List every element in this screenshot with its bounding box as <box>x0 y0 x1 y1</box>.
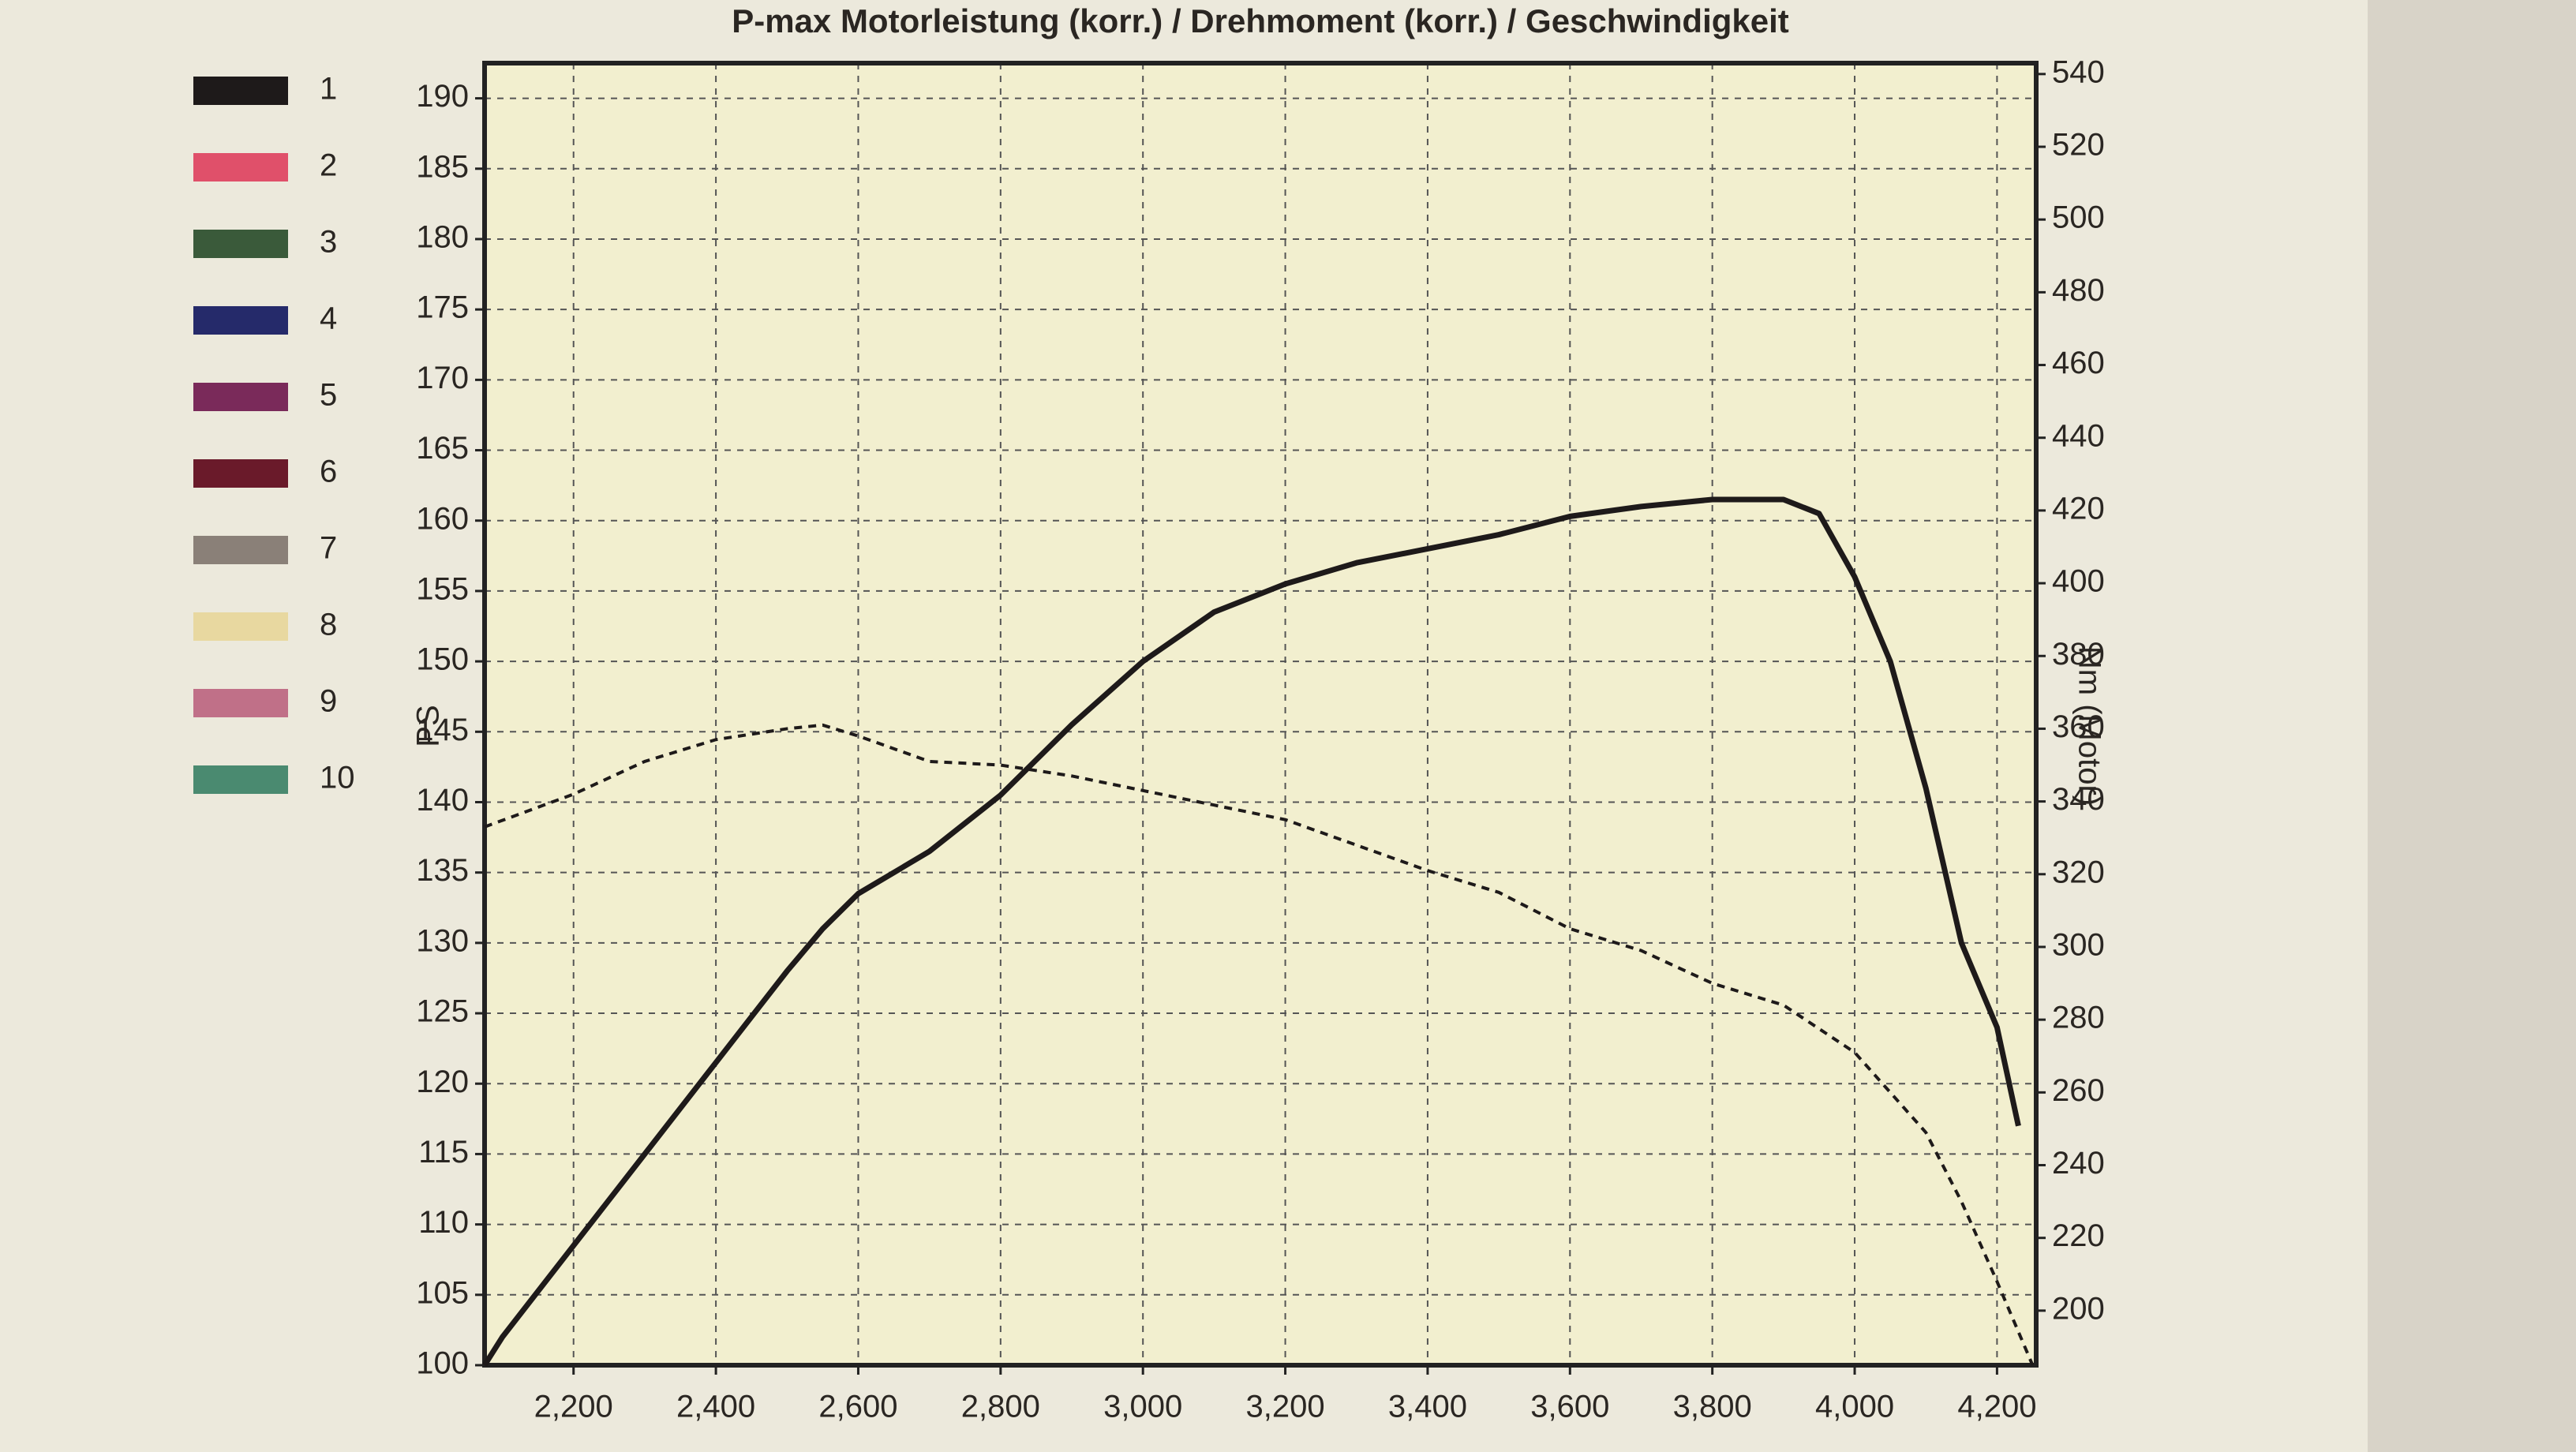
x-tick-label: 3,000 <box>1103 1390 1182 1424</box>
y-tick-label: 110 <box>418 1205 469 1240</box>
y2-tick-label: 240 <box>2052 1146 2105 1181</box>
legend-label: 4 <box>320 301 337 336</box>
x-tick-label: 2,200 <box>534 1390 613 1424</box>
y2-tick-label: 520 <box>2052 128 2105 163</box>
series-line <box>484 723 2035 1366</box>
y2-tick-label: 400 <box>2052 564 2105 599</box>
y-axis-label: PS <box>411 705 446 747</box>
y2-tick-label: 500 <box>2052 200 2105 235</box>
plot-area <box>485 63 2036 1365</box>
legend-swatch <box>193 536 288 564</box>
legend-label: 7 <box>320 531 337 566</box>
y-tick-label: 125 <box>416 994 469 1029</box>
y2-axis-label: Nm (Motor) <box>2072 646 2106 806</box>
legend-swatch <box>193 689 288 717</box>
legend-label: 3 <box>320 225 337 260</box>
y2-tick-label: 260 <box>2052 1073 2105 1108</box>
x-tick-label: 4,000 <box>1815 1390 1894 1424</box>
y-tick-label: 120 <box>416 1065 469 1099</box>
legend-swatch <box>193 230 288 258</box>
x-tick-label: 3,800 <box>1673 1390 1752 1424</box>
y2-tick-label: 420 <box>2052 491 2105 526</box>
x-tick-label: 2,800 <box>961 1390 1040 1424</box>
y-tick-label: 160 <box>416 501 469 536</box>
plot-frame <box>482 61 2039 1368</box>
x-tick-label: 3,400 <box>1388 1390 1467 1424</box>
legend-swatch <box>193 153 288 182</box>
y-tick-label: 175 <box>416 290 469 325</box>
y2-tick-label: 200 <box>2052 1291 2105 1326</box>
y-tick-label: 135 <box>416 853 469 888</box>
legend-swatch <box>193 77 288 105</box>
y2-tick-label: 480 <box>2052 273 2105 308</box>
y-tick-label: 155 <box>416 571 469 606</box>
legend-label: 8 <box>320 608 337 642</box>
legend-label: 9 <box>320 684 337 719</box>
legend-swatch <box>193 459 288 488</box>
legend-swatch <box>193 306 288 335</box>
y2-tick-label: 280 <box>2052 1001 2105 1035</box>
legend-swatch <box>193 765 288 794</box>
series-line <box>482 496 2021 1367</box>
y-tick-label: 165 <box>416 431 469 466</box>
legend-swatch <box>193 383 288 411</box>
y2-tick-label: 340 <box>2052 782 2105 817</box>
legend-label: 5 <box>320 378 337 413</box>
y2-tick-label: 360 <box>2052 709 2105 744</box>
y2-tick-label: 460 <box>2052 346 2105 380</box>
y-tick-label: 185 <box>416 149 469 184</box>
y2-tick-label: 320 <box>2052 855 2105 889</box>
legend-swatch <box>193 612 288 641</box>
y2-tick-label: 440 <box>2052 418 2105 453</box>
legend-label: 2 <box>320 148 337 183</box>
y-tick-label: 115 <box>418 1135 469 1169</box>
y2-tick-label: 540 <box>2052 54 2105 89</box>
x-tick-label: 3,200 <box>1246 1390 1325 1424</box>
y2-tick-label: 300 <box>2052 928 2105 963</box>
y-tick-label: 190 <box>416 79 469 114</box>
y-tick-label: 180 <box>416 220 469 255</box>
y-tick-label: 100 <box>416 1346 469 1381</box>
legend-label: 1 <box>320 72 337 107</box>
chart-title: P-max Motorleistung (korr.) / Drehmoment… <box>732 2 1789 39</box>
y-tick-label: 145 <box>416 713 469 747</box>
legend-label: 10 <box>320 761 355 795</box>
y-tick-label: 150 <box>416 642 469 677</box>
y-tick-label: 170 <box>416 361 469 395</box>
y2-tick-label: 380 <box>2052 637 2105 672</box>
y-tick-label: 105 <box>416 1275 469 1310</box>
x-tick-label: 2,600 <box>818 1390 897 1424</box>
x-tick-label: 4,200 <box>1957 1390 2036 1424</box>
legend-label: 6 <box>320 455 337 489</box>
y-tick-label: 140 <box>416 783 469 818</box>
x-tick-label: 2,400 <box>676 1390 755 1424</box>
y2-tick-label: 220 <box>2052 1218 2105 1253</box>
y-tick-label: 130 <box>416 923 469 958</box>
x-tick-label: 3,600 <box>1530 1390 1609 1424</box>
